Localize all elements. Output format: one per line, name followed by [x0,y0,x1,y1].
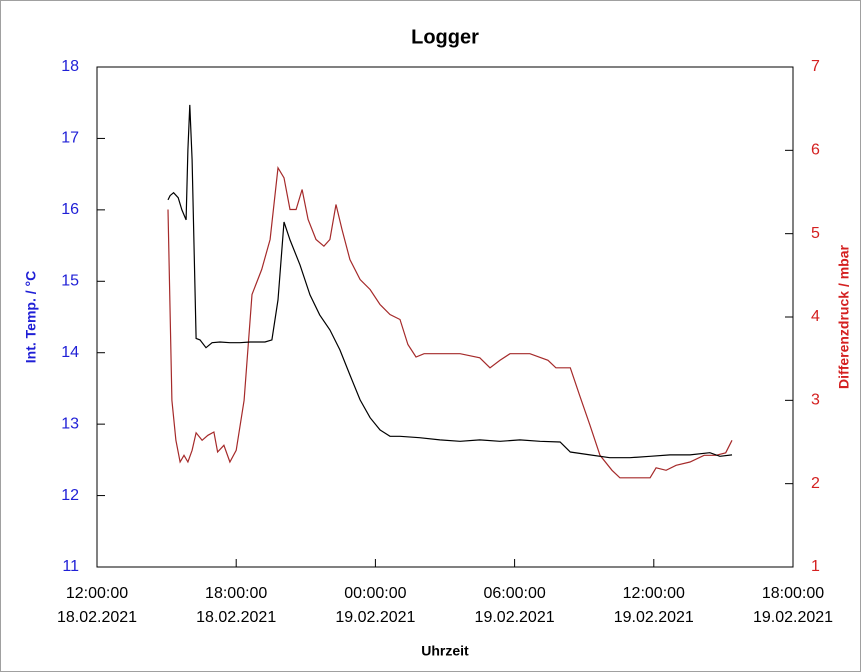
y-tick-label: 16 [61,201,79,218]
data-line [167,104,733,459]
y-tick-label: 12 [61,487,79,504]
x-tick-label: 12:00:00 19.02.2021 [613,585,694,626]
x-tick-label: 18:00:00 18.02.2021 [196,585,277,626]
chart-title: Logger [411,26,479,48]
data-line [167,165,733,479]
x-tick-label: 12:00:00 18.02.2021 [56,585,138,626]
x-tick-label: 06:00:00 19.02.2021 [474,585,555,626]
y-tick-label: 13 [61,415,79,432]
y-tick-label: 15 [61,273,79,290]
x-tick-label: 00:00:00 19.02.2021 [335,585,416,626]
y2-tick-label: 5 [811,225,820,242]
y-tick-label: 11 [62,558,79,575]
y2-tick-label: 2 [811,475,820,492]
x-tick-label: 18:00:00 19.02.2021 [752,585,834,626]
x-axis-label: Uhrzeit [421,643,469,659]
y-tick-label: 18 [61,58,79,75]
y2-tick-label: 6 [811,142,820,159]
y-tick-label: 17 [61,130,79,147]
y-axis-label: Int. Temp. / °C [23,271,39,363]
y2-tick-label: 1 [811,558,820,575]
y2-tick-label: 4 [811,308,820,325]
y-tick-label: 14 [61,344,79,361]
y2-tick-label: 3 [811,392,820,409]
y2-axis-label: Differenzdruck / mbar [836,244,852,388]
y2-tick-label: 7 [811,58,820,75]
